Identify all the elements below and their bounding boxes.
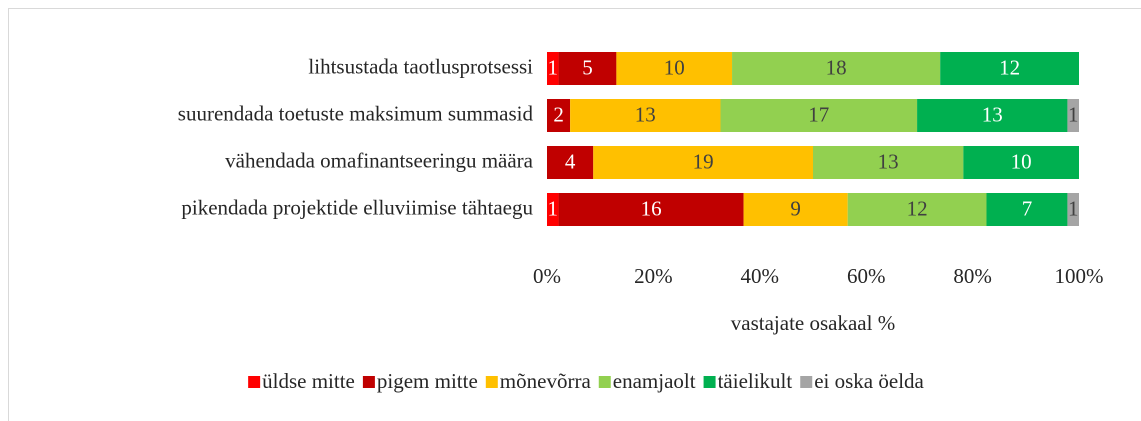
legend-swatch: [248, 376, 261, 388]
bar-segment: [570, 99, 721, 132]
data-label: 13: [982, 102, 1003, 126]
legend-label: pigem mitte: [377, 369, 478, 393]
data-label: 12: [907, 196, 928, 220]
x-tick-label: 20%: [634, 264, 673, 288]
bar-segment: [940, 52, 1079, 85]
bar-segment: [813, 146, 964, 179]
data-label: 7: [1022, 196, 1033, 220]
data-label: 5: [582, 55, 593, 79]
y-tick-label: lihtsustada taotlusprotsessi: [308, 54, 533, 78]
data-label: 13: [635, 102, 656, 126]
legend-swatch: [485, 376, 498, 388]
bar-segment: [547, 52, 559, 85]
bar-segment: [917, 99, 1068, 132]
data-label: 1: [548, 196, 559, 220]
data-label: 12: [999, 55, 1020, 79]
data-label: 10: [1011, 149, 1032, 173]
data-label: 1: [1068, 196, 1079, 220]
y-tick-label: suurendada toetuste maksimum summasid: [178, 101, 534, 125]
legend-label: täielikult: [718, 369, 793, 393]
bar-segment: [593, 146, 813, 179]
bar-segment: [986, 193, 1068, 226]
chart-frame: [8, 8, 1141, 421]
legend-label: üldse mitte: [262, 369, 355, 393]
legend-swatch: [362, 376, 375, 388]
legend-label: mõnevõrra: [500, 369, 592, 393]
x-axis-title: vastajate osakaal %: [731, 311, 895, 335]
y-tick-label: pikendada projektide elluviimise tähtaeg…: [181, 195, 533, 219]
x-tick-label: 100%: [1055, 264, 1104, 288]
bar-segment: [1067, 99, 1079, 132]
data-label: 10: [664, 55, 685, 79]
bar-segment: [616, 52, 733, 85]
data-label: 1: [1068, 102, 1079, 126]
x-tick-label: 80%: [953, 264, 992, 288]
bar-segment: [720, 99, 918, 132]
bar-segment: [558, 52, 617, 85]
bar-segment: [732, 52, 941, 85]
bar-segment: [963, 146, 1079, 179]
legend-label: ei oska öelda: [814, 369, 924, 393]
data-label: 4: [565, 149, 576, 173]
bar-segment: [547, 146, 594, 179]
bar-segment: [547, 99, 571, 132]
data-label: 9: [790, 196, 801, 220]
data-label: 18: [826, 55, 847, 79]
bar-segment: [547, 193, 559, 226]
data-label: 16: [641, 196, 662, 220]
data-label: 17: [808, 102, 829, 126]
data-label: 2: [553, 102, 564, 126]
legend-label: enamjaolt: [613, 369, 696, 393]
data-label: 13: [878, 149, 899, 173]
data-label: 19: [693, 149, 714, 173]
x-tick-label: 60%: [847, 264, 886, 288]
legend-swatch: [800, 376, 813, 388]
legend-swatch: [598, 376, 611, 388]
bar-segment: [558, 193, 744, 226]
x-tick-label: 0%: [533, 264, 561, 288]
y-tick-label: vähendada omafinantseeringu määra: [225, 148, 534, 172]
bar-segment: [743, 193, 848, 226]
bar-segment: [847, 193, 987, 226]
bar-segment: [1067, 193, 1079, 226]
legend-swatch: [703, 376, 716, 388]
data-label: 1: [548, 55, 559, 79]
x-tick-label: 40%: [741, 264, 780, 288]
